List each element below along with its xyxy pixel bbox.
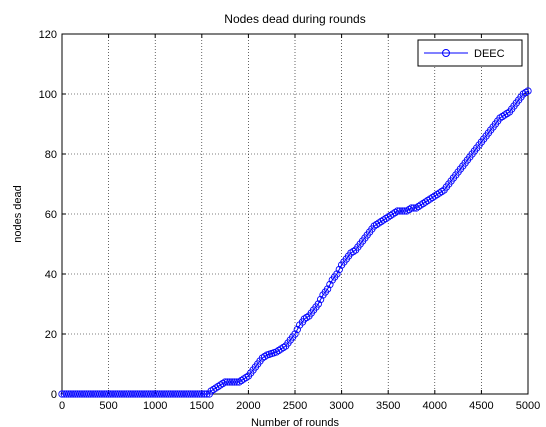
data-point [400, 207, 409, 215]
data-point [326, 280, 334, 289]
x-tick-label: 3500 [376, 400, 400, 412]
data-point [223, 378, 232, 386]
x-tick-label: 2000 [236, 400, 260, 412]
series-deec [58, 87, 532, 398]
data-point [293, 325, 301, 334]
data-point [522, 88, 530, 97]
series-line-deec [62, 90, 529, 395]
legend-marker-swatch [442, 49, 450, 57]
x-tick-label: 3000 [329, 400, 353, 412]
x-tick-label: 1500 [190, 400, 214, 412]
x-tick-label: 2500 [283, 400, 307, 412]
y-tick-label: 40 [45, 269, 57, 281]
data-point [279, 343, 288, 352]
data-point [323, 285, 332, 293]
data-point [195, 390, 204, 398]
data-point [198, 390, 206, 398]
data-point [228, 378, 236, 386]
x-tick-label: 500 [99, 400, 117, 412]
data-point [333, 270, 341, 278]
data-point [438, 187, 446, 196]
grid [62, 34, 528, 394]
x-tick-label: 4500 [469, 400, 493, 412]
data-point [391, 208, 399, 217]
x-tick-label: 0 [59, 400, 65, 412]
y-tick-label: 60 [45, 209, 57, 221]
data-point [396, 207, 404, 215]
data-point [316, 295, 325, 304]
legend-box [417, 39, 523, 67]
data-point [407, 204, 416, 212]
data-point [226, 378, 234, 386]
legend: DEEC [417, 39, 523, 67]
data-point [233, 378, 241, 386]
x-axis-label: Number of rounds [251, 417, 340, 427]
data-point [405, 205, 413, 214]
data-point [291, 330, 299, 338]
data-point [524, 87, 532, 95]
y-tick-label: 120 [39, 29, 57, 41]
data-point [242, 373, 250, 382]
data-point [335, 265, 343, 274]
y-axis-label: nodes dead [12, 185, 24, 243]
y-tick-label: 20 [45, 329, 57, 341]
data-point [349, 247, 357, 256]
x-tick-label: 5000 [516, 400, 540, 412]
data-point [393, 207, 402, 215]
axis-ticks: 0 500 1000 1500 2000 2500 3000 3500 4000 4500 5000… [39, 29, 541, 412]
data-point [261, 352, 269, 361]
data-point [314, 300, 322, 308]
data-point [398, 207, 406, 215]
y-tick-label: 100 [39, 89, 57, 101]
y-tick-label: 80 [45, 149, 57, 161]
data-point [219, 379, 227, 388]
x-tick-label: 1000 [143, 400, 167, 412]
data-point [200, 390, 208, 398]
data-point [193, 390, 202, 398]
data-point [221, 378, 229, 386]
x-tick-label: 4000 [423, 400, 447, 412]
legend-label-deec: DEEC [474, 48, 505, 60]
y-tick-label: 0 [51, 389, 57, 401]
data-point [230, 378, 239, 386]
chart-title: Nodes dead during rounds [224, 12, 365, 26]
data-point [410, 204, 418, 212]
